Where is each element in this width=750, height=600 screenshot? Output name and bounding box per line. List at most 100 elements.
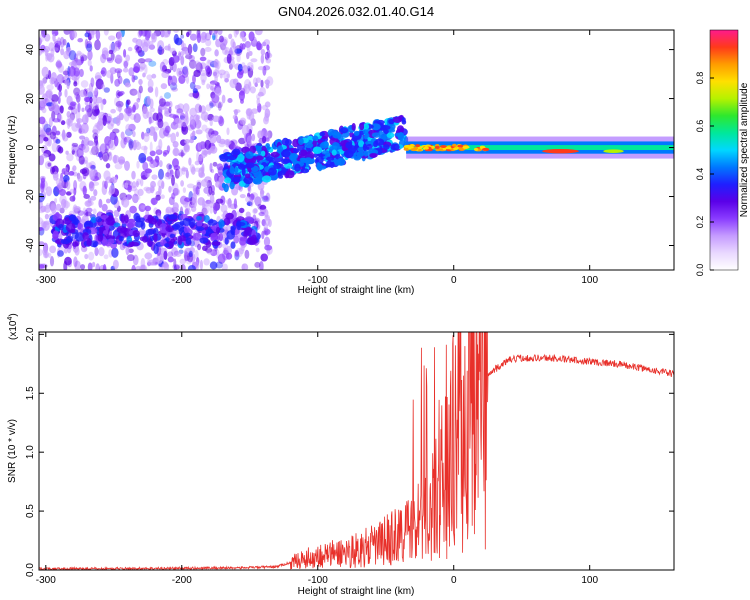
- spectrogram-cell: [93, 89, 97, 96]
- spectrogram-cell: [180, 34, 185, 39]
- spectrogram-cell: [211, 94, 220, 104]
- spectrogram-cell: [39, 97, 46, 108]
- spectrogram-cell: [229, 78, 237, 89]
- spectrogram-cell: [176, 108, 184, 114]
- spectrogram-cell: [186, 31, 190, 38]
- spectrogram-cell: [312, 135, 319, 141]
- spectrogram-cell: [190, 132, 195, 141]
- spectrogram-cell: [160, 247, 168, 256]
- spectrogram-cell: [123, 111, 130, 122]
- spectrogram-cell: [39, 84, 45, 95]
- spectrogram-cell: [98, 226, 104, 235]
- spectrogram-cell: [92, 241, 98, 248]
- spectrogram-cell: [110, 108, 116, 114]
- spectrogram-cell: [63, 30, 71, 35]
- spectrogram-peak-secondary: [603, 149, 624, 153]
- spectrogram-cell: [110, 73, 114, 84]
- spectrogram-cell: [137, 51, 144, 56]
- spectrogram-cell: [197, 119, 201, 129]
- spectrogram-cell: [374, 138, 385, 146]
- spectrogram-cell: [117, 39, 121, 50]
- spectrogram-cell: [187, 43, 193, 55]
- spectrogram-cell: [105, 223, 110, 231]
- spectrogram-xlabel: Height of straight line (km): [298, 285, 415, 296]
- spectrogram-cell: [157, 40, 165, 51]
- spectrogram-cell: [248, 31, 255, 42]
- spectrogram-cell: [115, 54, 123, 64]
- spectrogram-cell: [241, 65, 249, 74]
- spectrogram-cell: [159, 61, 166, 72]
- colorbar-label: Normalized spectral amplitude: [739, 82, 750, 217]
- spectrogram-cell: [200, 47, 206, 57]
- spectrogram-cell: [93, 189, 98, 197]
- spectrogram-cell: [244, 173, 251, 179]
- spectrogram-cell: [129, 205, 137, 214]
- spectrogram-cell: [56, 144, 62, 153]
- spectrogram-cell: [200, 111, 209, 121]
- spectrogram-cell: [474, 147, 479, 151]
- spectrogram-cell: [64, 79, 68, 86]
- spectrogram-cell: [97, 233, 104, 242]
- spectrogram-cell: [90, 195, 97, 201]
- spectrogram-cell: [42, 76, 48, 84]
- spectrogram-cell: [47, 162, 52, 167]
- spectrogram-cell: [371, 132, 381, 138]
- spectrogram-cell: [84, 247, 88, 252]
- snr-multiplier-exp: 4: [7, 317, 14, 321]
- spectrogram-cell: [90, 77, 95, 88]
- spectrogram-cell: [66, 111, 71, 118]
- spectrogram-cell: [64, 88, 68, 98]
- spectrogram-cell: [183, 225, 190, 234]
- spectrogram-cell: [225, 212, 234, 220]
- spectrogram-cell: [174, 265, 180, 270]
- spectrogram-cell: [129, 241, 140, 247]
- spectrogram-cell: [141, 264, 146, 270]
- spectrogram-cell: [127, 46, 133, 52]
- spectrogram-cell: [60, 132, 68, 138]
- spectrogram-cell: [167, 30, 172, 35]
- spectrogram-cell: [266, 48, 271, 59]
- spectrogram-cell: [172, 158, 179, 168]
- spectrogram-cell: [294, 163, 301, 172]
- spectrogram-cell: [209, 102, 214, 109]
- spectrogram-cell: [71, 142, 79, 148]
- spectrogram-cell: [221, 263, 228, 270]
- spectrogram-cell: [72, 241, 79, 247]
- spectrogram-cell: [71, 142, 75, 148]
- spectrogram-cell: [180, 180, 185, 187]
- spectrogram-cell: [81, 122, 89, 134]
- spectrogram-cell: [61, 198, 67, 209]
- spectrogram-cell: [110, 117, 115, 127]
- spectrogram-cell: [147, 216, 155, 221]
- spectrogram-cell: [129, 113, 137, 121]
- spectrogram-cell: [370, 123, 381, 131]
- spectrogram-cell: [83, 136, 90, 146]
- spectrogram-cell: [73, 187, 77, 196]
- spectrogram-cell: [105, 241, 111, 247]
- spectrogram-cell: [138, 217, 145, 223]
- spectrogram-cell: [102, 98, 107, 105]
- spectrogram-cell: [246, 42, 251, 53]
- spectrogram-cell: [103, 30, 109, 36]
- spectrogram-cell: [69, 214, 76, 221]
- spectrogram-cell: [233, 30, 238, 38]
- spectrogram-cell: [264, 244, 273, 251]
- spectrogram-cell: [183, 65, 189, 75]
- spectrogram-cell: [247, 186, 252, 194]
- spectrogram-cell: [176, 67, 181, 77]
- spectrogram-cell: [253, 196, 261, 204]
- spectrogram-cell: [209, 205, 213, 214]
- spectrogram-cell: [143, 145, 148, 156]
- spectrogram-cell: [125, 105, 133, 117]
- spectrogram-cell: [118, 236, 124, 242]
- spectrogram-cell: [74, 232, 85, 242]
- spectrogram-cell: [136, 160, 140, 169]
- spectrogram-cell: [214, 49, 219, 57]
- spectrogram-cell: [304, 157, 312, 162]
- spectrogram-cell: [224, 237, 229, 245]
- spectrogram-cell: [54, 198, 58, 204]
- spectrogram-cell: [173, 30, 179, 33]
- spectrogram-cell: [202, 203, 210, 214]
- spectrogram-cell: [232, 176, 243, 183]
- spectrogram-cell: [45, 52, 49, 62]
